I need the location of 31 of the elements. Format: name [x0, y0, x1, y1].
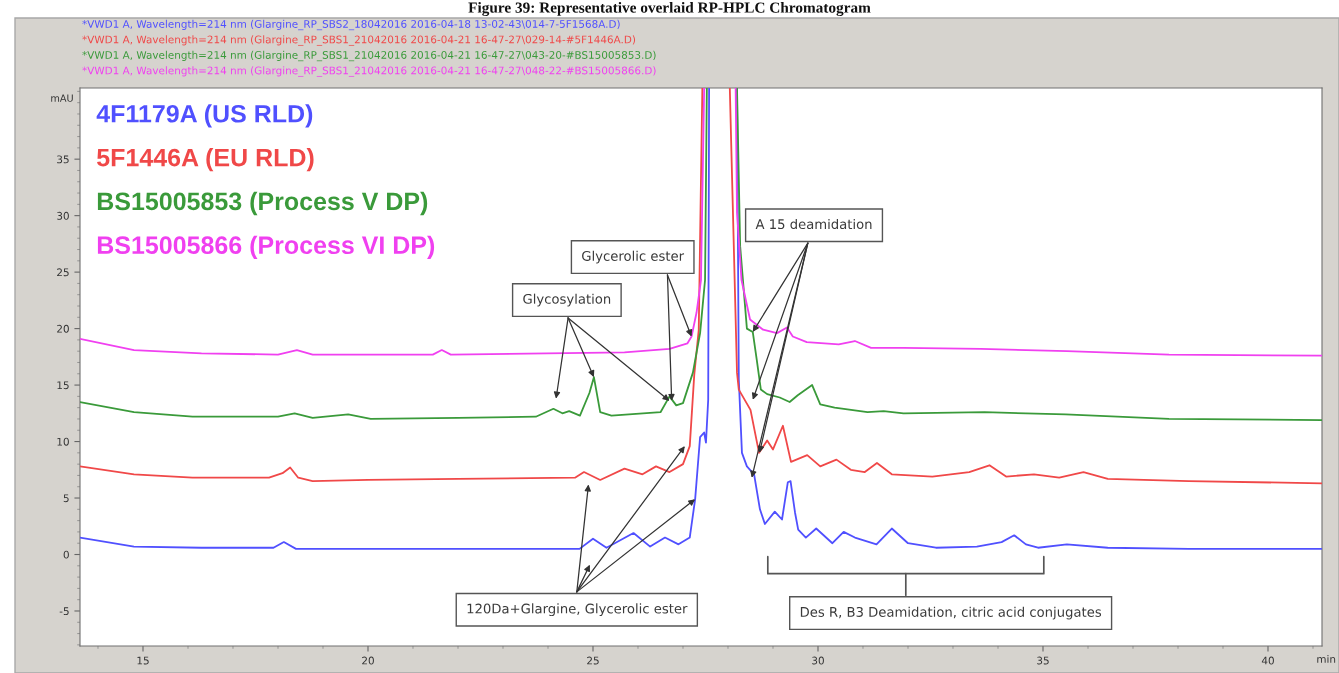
- text: *VWD1 A, Wavelength=214 nm (Glargine_RP_SBS2_18042016 2016-04-18 13-02-43\014-7-5F1568A.D): [82, 19, 620, 31]
- x-tick-label: 15: [137, 656, 149, 665]
- y-tick-label: 35: [57, 155, 69, 164]
- x-axis-title: min: [1317, 654, 1336, 663]
- x-tick-label: 40: [1261, 656, 1274, 665]
- annotation: A 15 deamidation: [755, 218, 872, 230]
- y-tick-label: 0: [63, 550, 69, 559]
- y-tick-label: 20: [57, 324, 69, 333]
- annotation: 120Da+Glargine, Glycerolic ester: [467, 603, 688, 617]
- x-tick-label: 35: [1037, 656, 1049, 665]
- text: 5F1446A (EU RLD): [97, 148, 314, 172]
- chart-title: Figure 39: Representative overlaid RP-HPLC Chromatogram: [468, 2, 871, 16]
- annotation: Glycosylation: [523, 293, 611, 307]
- y-tick-label: 25: [57, 268, 69, 277]
- x-tick-label: 30: [812, 656, 824, 665]
- annotation: Glycerolic ester: [582, 250, 685, 264]
- y-tick-label: 15: [57, 381, 69, 390]
- x-tick-label: 25: [587, 656, 599, 665]
- y-tick-label: 30: [57, 211, 69, 220]
- y-tick-label: 10: [57, 437, 69, 446]
- text: *VWD1 A, Wavelength=214 nm (Glargine_RP_SBS1_21042016 2016-04-21 16-47-27\048-22-#BS15005866.D): [82, 66, 656, 77]
- text: *VWD1 A, Wavelength=214 nm (Glargine_RP_SBS1_21042016 2016-04-21 16-47-27\029-14-#5F1446A.D): [82, 35, 636, 46]
- text: *VWD1 A, Wavelength=214 nm (Glargine_RP_SBS1_21042016 2016-04-21 16-47-27\043-20-#BS15005853.D): [82, 50, 656, 62]
- y-tick-label: 5: [63, 494, 69, 503]
- y-axis-title: mAU: [51, 94, 73, 102]
- text: BS15005866 (Process VI DP): [97, 235, 435, 259]
- text: 4F1179A (US RLD): [96, 104, 313, 128]
- y-tick-label: -5: [59, 607, 69, 616]
- annotation: Des R, B3 Deamidation, citric acid conjugates: [800, 606, 1102, 620]
- x-tick-label: 20: [362, 656, 374, 665]
- text: BS15005853 (Process V DP): [97, 191, 428, 216]
